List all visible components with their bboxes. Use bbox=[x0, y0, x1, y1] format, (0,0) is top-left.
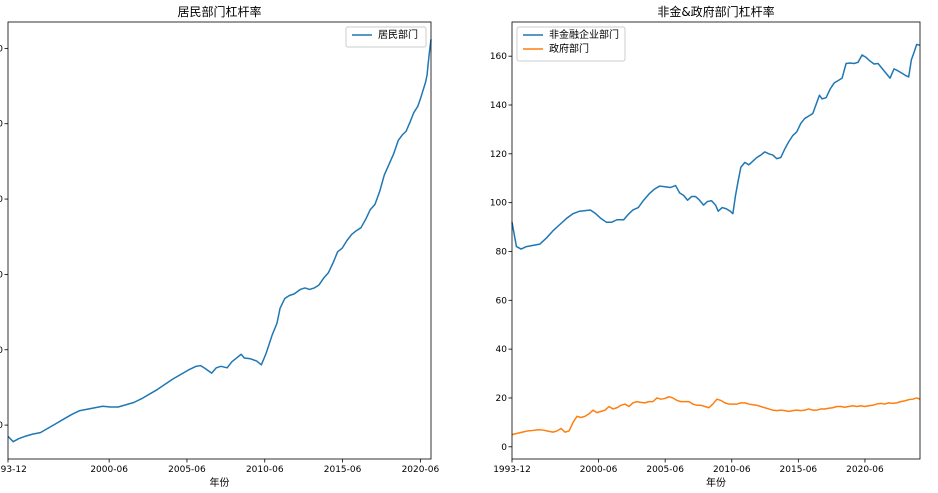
x-tick-label: 2000-06 bbox=[580, 465, 618, 475]
plot-frame bbox=[511, 21, 921, 460]
legend: 居民部门 bbox=[345, 26, 427, 48]
series-line-2 bbox=[511, 396, 921, 436]
x-tick-label: 2010-06 bbox=[713, 465, 751, 475]
x-axis-label: 年份 bbox=[210, 476, 230, 489]
y-tick-label: 160 bbox=[490, 52, 507, 62]
chart-panel-1: 居民部门杠杆率 10 20 30 40 50 60 1993-12 2000-06 2005-06… bbox=[0, 4, 439, 489]
legend-box bbox=[345, 26, 427, 48]
x-tick-label: 2020-06 bbox=[846, 465, 884, 475]
x-tick-label: 2000-06 bbox=[90, 465, 128, 475]
y-tick-label: 30 bbox=[0, 270, 3, 280]
series-line-1 bbox=[7, 39, 432, 443]
y-tick-label: 50 bbox=[0, 120, 3, 130]
plot-frame bbox=[7, 21, 432, 460]
series-line-1 bbox=[511, 43, 921, 250]
x-tick-label: 2005-06 bbox=[168, 465, 206, 475]
y-tick-label: 140 bbox=[490, 101, 507, 111]
y-tick-label: 100 bbox=[490, 199, 507, 209]
y-tick-label: 40 bbox=[496, 345, 508, 355]
x-tick-label: 1993-12 bbox=[493, 465, 531, 475]
x-tick-label: 2005-06 bbox=[646, 465, 684, 475]
y-tick-label: 20 bbox=[0, 346, 3, 356]
y-tick-label: 60 bbox=[0, 44, 3, 54]
y-tick-label: 80 bbox=[496, 247, 508, 257]
x-tick-label: 2020-06 bbox=[402, 465, 440, 475]
x-axis-label: 年份 bbox=[706, 476, 726, 489]
y-tick-label: 10 bbox=[0, 421, 3, 431]
x-tick-label: 2015-06 bbox=[324, 465, 362, 475]
chart-title: 非金&政府部门杠杆率 bbox=[657, 4, 774, 19]
y-tick-label: 40 bbox=[0, 195, 3, 205]
y-tick-label: 120 bbox=[490, 150, 507, 160]
x-tick-label: 2010-06 bbox=[246, 465, 284, 475]
legend-label-1: 居民部门 bbox=[378, 28, 418, 41]
legend-label-2: 政府部门 bbox=[549, 42, 589, 55]
legend-label-1: 非金融企业部门 bbox=[549, 28, 619, 41]
x-tick-label: 2015-06 bbox=[780, 465, 818, 475]
chart-title: 居民部门杠杆率 bbox=[177, 4, 261, 19]
y-tick-label: 0 bbox=[501, 443, 507, 453]
x-tick-label: 1993-12 bbox=[0, 465, 27, 475]
chart-panel-2: 非金&政府部门杠杆率 0 20 40 60 80 100 120 140 160 1993-12 20… bbox=[490, 4, 921, 489]
y-tick-label: 60 bbox=[496, 296, 508, 306]
y-tick-label: 20 bbox=[496, 394, 508, 404]
legend-box bbox=[516, 26, 626, 62]
